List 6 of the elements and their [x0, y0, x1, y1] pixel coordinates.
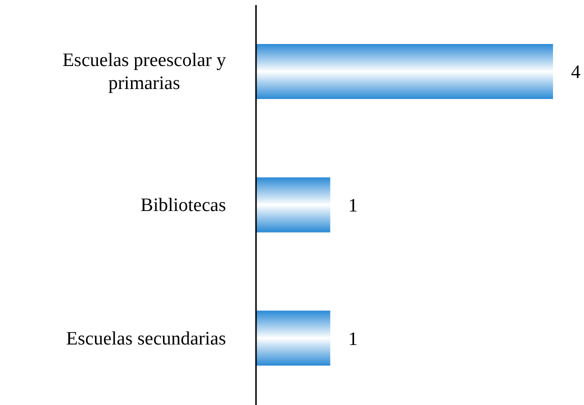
y-tick-label: Escuelas secundarias	[66, 328, 226, 349]
data-label: 1	[348, 328, 358, 350]
data-label: 4	[571, 62, 581, 84]
y-tick-label: Bibliotecas	[140, 194, 226, 216]
data-label: 1	[348, 196, 358, 217]
y-tick-label: Escuelas preescolar y primarias	[62, 50, 226, 94]
